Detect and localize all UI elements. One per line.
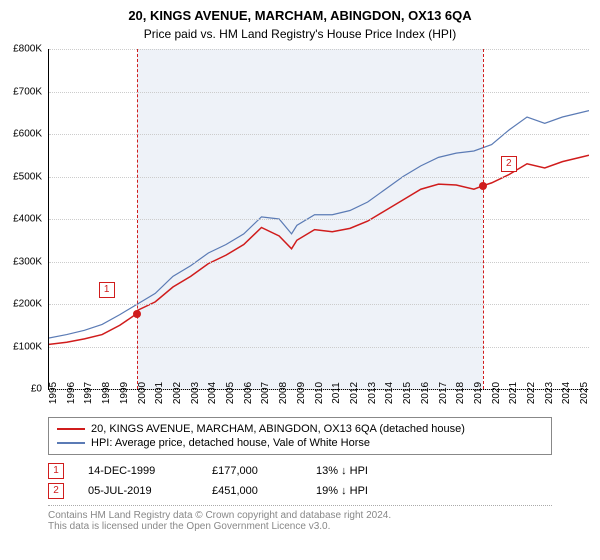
x-axis-label: 1996 [66, 382, 77, 404]
gridline [49, 134, 589, 135]
legend-swatch [57, 428, 85, 430]
event-date: 05-JUL-2019 [88, 485, 188, 497]
series-line-price_paid [49, 155, 589, 344]
x-axis-label: 2019 [473, 382, 484, 404]
x-axis-label: 2024 [561, 382, 572, 404]
x-axis-label: 2003 [190, 382, 201, 404]
gridline [49, 49, 589, 50]
x-axis-label: 1995 [48, 382, 59, 404]
y-axis-label: £700K [13, 86, 42, 97]
x-axis-label: 2002 [172, 382, 183, 404]
footer-attribution: Contains HM Land Registry data © Crown c… [48, 510, 552, 532]
event-date: 14-DEC-1999 [88, 465, 188, 477]
event-vline [483, 49, 484, 389]
event-marker [133, 310, 141, 318]
legend-label: 20, KINGS AVENUE, MARCHAM, ABINGDON, OX1… [91, 423, 465, 435]
gridline [49, 304, 589, 305]
event-row: 2 05-JUL-2019 £451,000 19% ↓ HPI [48, 481, 552, 501]
y-axis-label: £100K [13, 341, 42, 352]
y-axis-label: £600K [13, 129, 42, 140]
chart-subtitle: Price paid vs. HM Land Registry's House … [0, 23, 600, 49]
x-axis-label: 2007 [260, 382, 271, 404]
divider [48, 505, 552, 506]
footer-line1: Contains HM Land Registry data © Crown c… [48, 510, 552, 521]
legend-box: 20, KINGS AVENUE, MARCHAM, ABINGDON, OX1… [48, 417, 552, 455]
x-axis-label: 2001 [154, 382, 165, 404]
chart-area: 12 £0£100K£200K£300K£400K£500K£600K£700K… [48, 49, 588, 409]
x-axis-label: 1997 [83, 382, 94, 404]
event-marker [479, 182, 487, 190]
x-axis-label: 2006 [243, 382, 254, 404]
x-axis-label: 2021 [508, 382, 519, 404]
chart-title: 20, KINGS AVENUE, MARCHAM, ABINGDON, OX1… [0, 0, 600, 23]
x-axis-label: 2016 [420, 382, 431, 404]
x-axis-label: 2000 [137, 382, 148, 404]
event-price: £177,000 [212, 465, 292, 477]
x-axis-label: 2018 [455, 382, 466, 404]
gridline [49, 92, 589, 93]
y-axis-label: £500K [13, 171, 42, 182]
event-marker-label: 2 [501, 156, 517, 172]
event-delta: 13% ↓ HPI [316, 465, 368, 477]
legend-swatch [57, 442, 85, 444]
y-axis-label: £300K [13, 256, 42, 267]
x-axis-label: 2010 [314, 382, 325, 404]
events-table: 1 14-DEC-1999 £177,000 13% ↓ HPI 2 05-JUL-201… [48, 461, 552, 501]
x-axis-label: 2008 [278, 382, 289, 404]
x-axis-label: 2017 [438, 382, 449, 404]
x-axis-label: 2015 [402, 382, 413, 404]
x-axis-label: 2022 [526, 382, 537, 404]
legend-item: HPI: Average price, detached house, Vale… [57, 436, 543, 450]
x-axis-label: 1999 [119, 382, 130, 404]
event-row: 1 14-DEC-1999 £177,000 13% ↓ HPI [48, 461, 552, 481]
y-axis-label: £400K [13, 214, 42, 225]
footer-line2: This data is licensed under the Open Gov… [48, 521, 552, 532]
legend-item: 20, KINGS AVENUE, MARCHAM, ABINGDON, OX1… [57, 422, 543, 436]
x-axis-label: 2013 [367, 382, 378, 404]
x-axis-label: 2020 [491, 382, 502, 404]
event-id-box: 2 [48, 483, 64, 499]
gridline [49, 262, 589, 263]
event-id-box: 1 [48, 463, 64, 479]
y-axis-label: £0 [31, 384, 42, 395]
x-axis-label: 2025 [579, 382, 590, 404]
legend-label: HPI: Average price, detached house, Vale… [91, 437, 370, 449]
gridline [49, 347, 589, 348]
x-axis-label: 1998 [101, 382, 112, 404]
event-vline [137, 49, 138, 389]
x-axis-label: 2014 [384, 382, 395, 404]
x-axis-label: 2005 [225, 382, 236, 404]
plot-region: 12 [48, 49, 589, 390]
x-axis-label: 2009 [296, 382, 307, 404]
gridline [49, 219, 589, 220]
chart-container: 20, KINGS AVENUE, MARCHAM, ABINGDON, OX1… [0, 0, 600, 560]
x-axis-label: 2023 [544, 382, 555, 404]
gridline [49, 177, 589, 178]
y-axis-label: £800K [13, 44, 42, 55]
event-delta: 19% ↓ HPI [316, 485, 368, 497]
event-marker-label: 1 [99, 282, 115, 298]
event-price: £451,000 [212, 485, 292, 497]
x-axis-label: 2011 [331, 382, 342, 404]
x-axis-label: 2004 [207, 382, 218, 404]
y-axis-label: £200K [13, 299, 42, 310]
x-axis-label: 2012 [349, 382, 360, 404]
